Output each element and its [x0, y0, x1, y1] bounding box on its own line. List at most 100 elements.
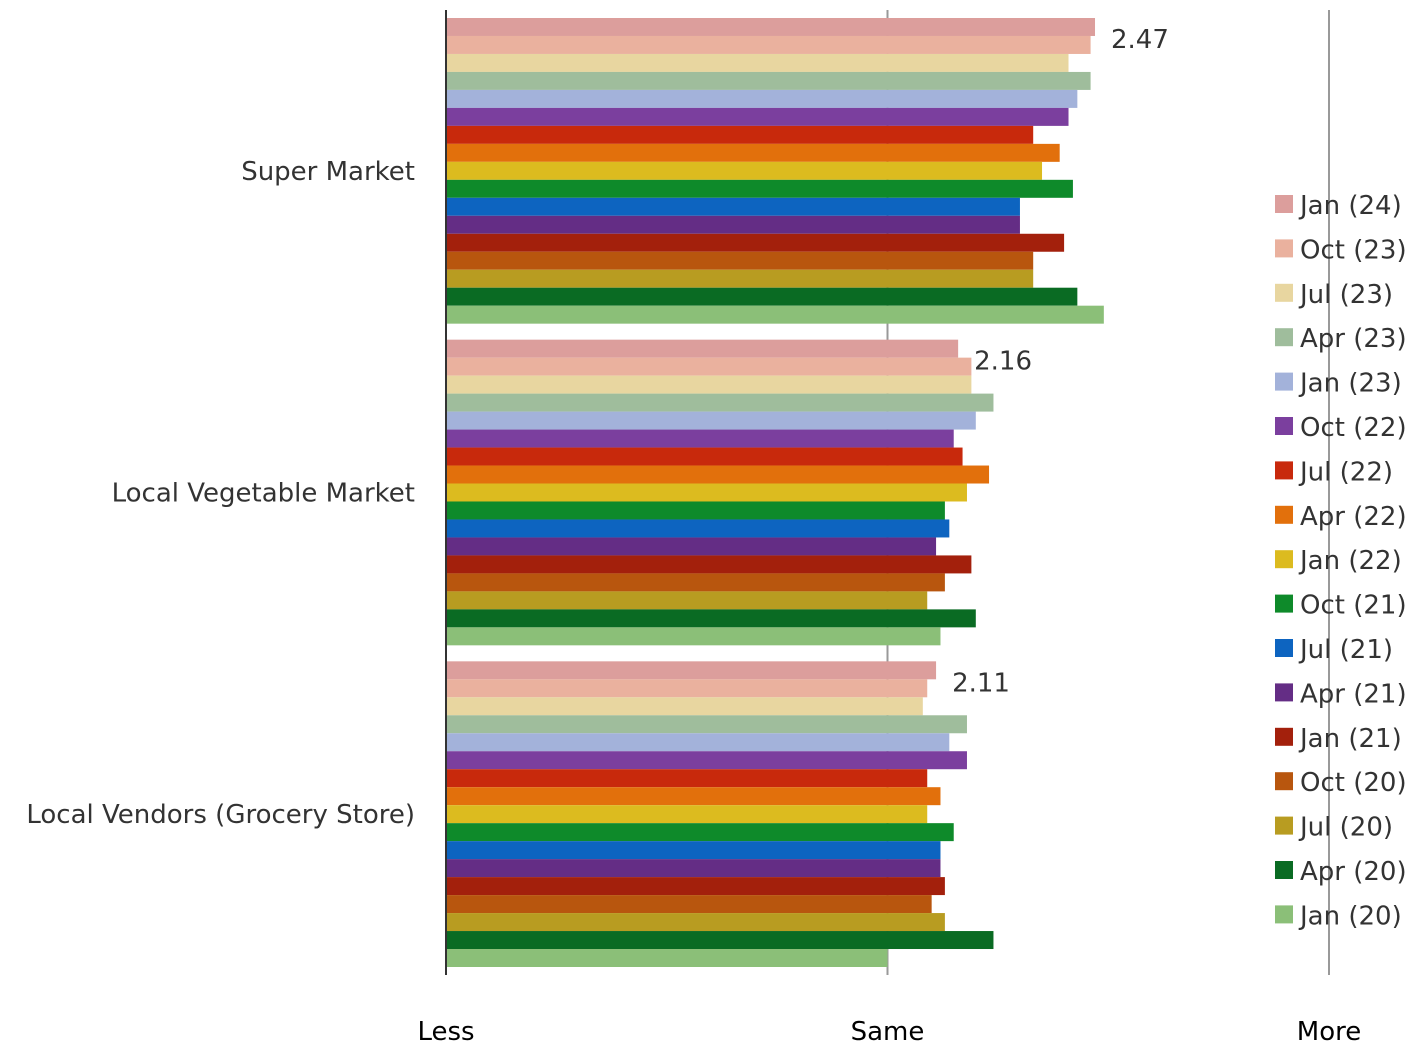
legend-label-jan-23: Jan (23): [1298, 369, 1402, 399]
legend-swatch-jan-21: [1275, 727, 1293, 746]
bar-local-vegetable-market-apr-21: [446, 537, 937, 556]
legend-label-jul-22: Jul (22): [1298, 457, 1393, 487]
bar-super-market-jan-20: [446, 305, 1104, 324]
bar-local-vendors-grocery-store-oct-20: [446, 895, 932, 914]
legend-label-apr-22: Apr (22): [1300, 502, 1407, 532]
legend-label-oct-23: Oct (23): [1300, 235, 1407, 265]
bar-local-vegetable-market-apr-23: [446, 393, 994, 412]
bar-super-market-apr-20: [446, 287, 1078, 306]
legend-swatch-jul-22: [1275, 461, 1293, 480]
bar-super-market-jul-23: [446, 53, 1069, 72]
legend-swatch-jan-24: [1275, 195, 1293, 213]
bar-local-vendors-grocery-store-jul-20: [446, 913, 945, 932]
legend-swatch-apr-23: [1275, 328, 1293, 347]
x-tick-label-same: Same: [851, 1017, 925, 1047]
category-labels: Super Market Local Vegetable Market Local …: [26, 157, 415, 830]
bar-super-market-oct-22: [446, 107, 1069, 126]
legend-label-jan-22: Jan (22): [1298, 546, 1402, 576]
legend-swatch-jul-21: [1275, 639, 1293, 657]
bar-local-vendors-grocery-store-jul-21: [446, 841, 941, 860]
legend: Jan (24) Oct (23) Jul (23) Apr (23) Jan (23)…: [1275, 191, 1407, 931]
bar-local-vegetable-market-apr-20: [446, 609, 976, 628]
bar-local-vendors-grocery-store-apr-20: [446, 931, 994, 950]
bar-local-vegetable-market-jan-24: [446, 339, 959, 358]
bar-super-market-jan-23: [446, 89, 1078, 108]
legend-label-oct-21: Oct (21): [1300, 591, 1407, 621]
legend-swatch-apr-22: [1275, 505, 1293, 524]
bar-super-market-jul-22: [446, 125, 1034, 144]
bar-local-vegetable-market-oct-21: [446, 501, 945, 520]
bar-local-vegetable-market-jul-23: [446, 375, 972, 394]
bar-local-vendors-grocery-store-apr-23: [446, 715, 967, 734]
legend-label-apr-21: Apr (21): [1300, 679, 1407, 709]
category-label-local-vegetable-market: Local Vegetable Market: [112, 479, 415, 509]
bar-local-vegetable-market-oct-20: [446, 573, 945, 592]
bar-local-vegetable-market-jan-22: [446, 483, 967, 502]
legend-label-jan-20: Jan (20): [1298, 901, 1402, 931]
data-labels: 2.47 2.16 2.11: [952, 25, 1169, 698]
legend-swatch-jul-20: [1275, 816, 1293, 835]
bar-local-vegetable-market-jan-21: [446, 555, 972, 574]
legend-label-jul-21: Jul (21): [1298, 635, 1393, 665]
category-label-super-market: Super Market: [241, 157, 415, 187]
x-tick-label-less: Less: [417, 1017, 474, 1047]
bar-super-market-apr-21: [446, 215, 1020, 234]
bar-super-market-oct-23: [446, 35, 1091, 54]
bar-local-vendors-grocery-store-oct-23: [446, 679, 928, 698]
legend-swatch-oct-22: [1275, 417, 1293, 435]
bar-local-vendors-grocery-store-oct-21: [446, 823, 954, 842]
bar-super-market-apr-22: [446, 143, 1060, 162]
legend-swatch-jul-23: [1275, 283, 1293, 302]
bar-local-vegetable-market-apr-22: [446, 465, 990, 484]
bar-super-market-jan-22: [446, 161, 1043, 180]
legend-swatch-jan-22: [1275, 550, 1293, 569]
bar-local-vegetable-market-jan-20: [446, 627, 941, 646]
bar-super-market-jan-21: [446, 233, 1065, 252]
bar-super-market-jul-20: [446, 269, 1034, 288]
bars: [446, 18, 1104, 967]
data-label-local-vegetable-market: 2.16: [974, 347, 1032, 377]
legend-label-jul-20: Jul (20): [1298, 813, 1393, 843]
bar-local-vegetable-market-jan-23: [446, 411, 976, 430]
legend-label-oct-22: Oct (22): [1300, 413, 1407, 443]
legend-label-jan-24: Jan (24): [1298, 191, 1402, 221]
bar-local-vegetable-market-jul-22: [446, 447, 963, 466]
legend-label-oct-20: Oct (20): [1300, 768, 1407, 798]
legend-swatch-oct-21: [1275, 594, 1293, 613]
legend-label-jan-21: Jan (21): [1298, 724, 1402, 754]
x-tick-label-more: More: [1297, 1017, 1361, 1047]
legend-label-jul-23: Jul (23): [1298, 280, 1393, 310]
bar-local-vendors-grocery-store-jan-20: [446, 949, 888, 967]
legend-swatch-oct-23: [1275, 239, 1293, 258]
legend-label-apr-20: Apr (20): [1300, 857, 1407, 887]
bar-local-vegetable-market-jul-21: [446, 519, 950, 538]
bar-local-vegetable-market-oct-23: [446, 357, 972, 376]
bar-local-vegetable-market-jul-20: [446, 591, 928, 610]
category-label-local-vendors-grocery-store: Local Vendors (Grocery Store): [26, 800, 415, 830]
data-label-local-vendors-grocery-store: 2.11: [952, 668, 1010, 698]
legend-swatch-apr-20: [1275, 861, 1293, 879]
bar-local-vendors-grocery-store-jan-23: [446, 733, 950, 752]
legend-swatch-jan-20: [1275, 905, 1293, 924]
data-label-super-market: 2.47: [1111, 25, 1169, 55]
bar-super-market-jan-24: [446, 18, 1096, 36]
bar-local-vendors-grocery-store-oct-22: [446, 751, 967, 770]
legend-label-apr-23: Apr (23): [1300, 324, 1407, 354]
legend-swatch-apr-21: [1275, 683, 1293, 702]
legend-swatch-oct-20: [1275, 772, 1293, 791]
x-tick-labels: Less Same More: [417, 1017, 1361, 1047]
bar-local-vendors-grocery-store-jan-22: [446, 805, 928, 824]
bar-local-vendors-grocery-store-apr-22: [446, 787, 941, 806]
bar-local-vendors-grocery-store-jan-24: [446, 661, 937, 680]
bar-local-vendors-grocery-store-jul-22: [446, 769, 928, 788]
bar-super-market-jul-21: [446, 197, 1020, 216]
bar-super-market-apr-23: [446, 71, 1091, 90]
bar-local-vendors-grocery-store-apr-21: [446, 859, 941, 878]
bar-super-market-oct-21: [446, 179, 1073, 198]
bar-super-market-oct-20: [446, 251, 1034, 270]
legend-swatch-jan-23: [1275, 372, 1293, 391]
bar-local-vendors-grocery-store-jul-23: [446, 697, 923, 716]
bar-local-vegetable-market-oct-22: [446, 429, 954, 448]
bar-local-vendors-grocery-store-jan-21: [446, 877, 945, 896]
